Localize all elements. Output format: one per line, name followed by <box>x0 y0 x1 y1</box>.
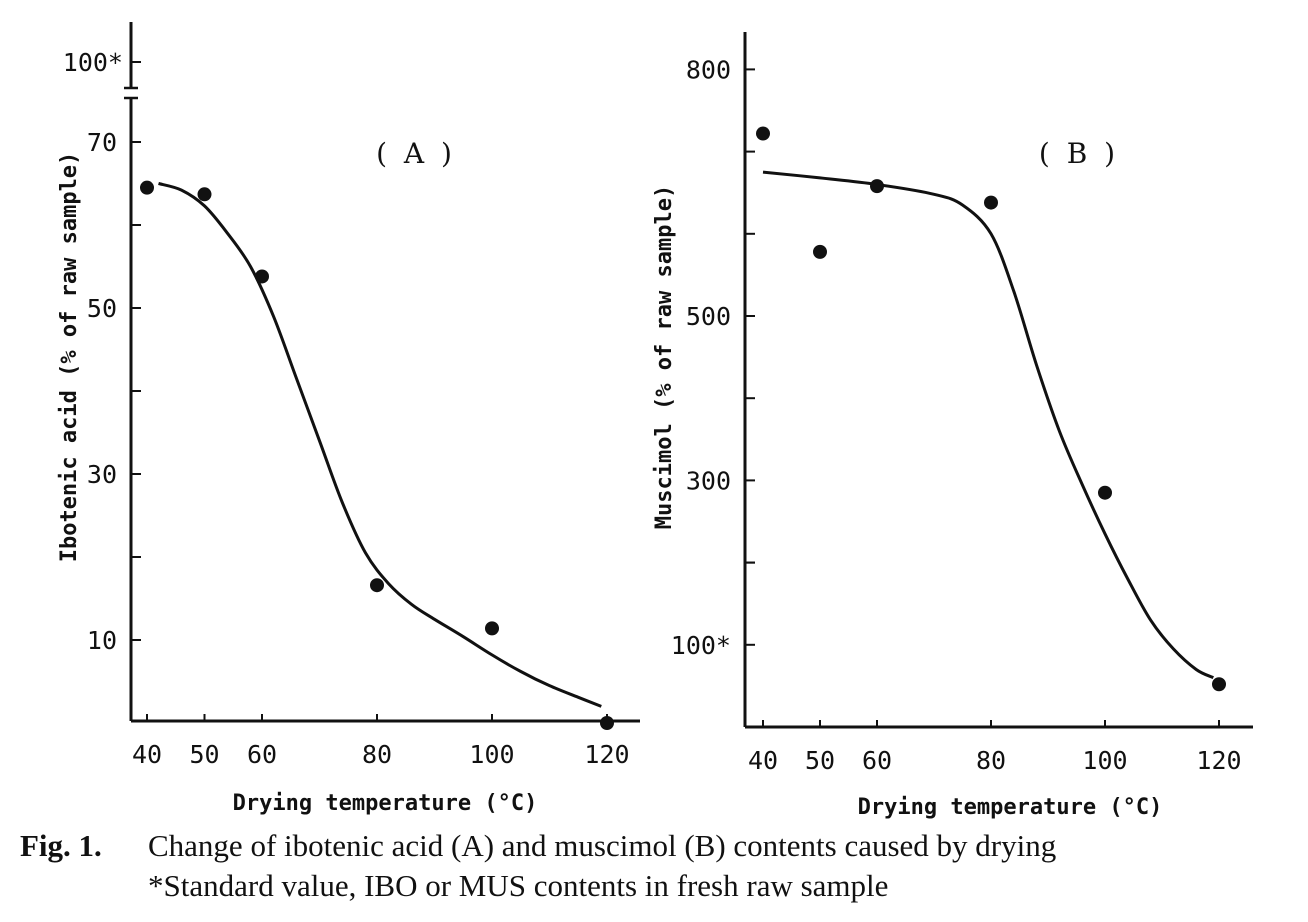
chart-panel-b: 40 50 60 80 100 120 100* 300 500 800 ( B ) Dryin… <box>652 32 1253 820</box>
caption-figure-label: Fig. 1. <box>20 828 102 863</box>
panel-b-y-tick-label: 800 <box>686 55 731 84</box>
panel-a-x-tick-label: 100 <box>469 740 514 769</box>
panel-b-y-tick-label: 500 <box>686 302 731 331</box>
panel-a-label: ( A ) <box>376 137 456 170</box>
panel-b-y-ticks: 100* 300 500 800 <box>671 55 755 660</box>
panel-b-x-tick-label: 50 <box>805 746 835 775</box>
panel-b-data-point <box>756 126 770 141</box>
panel-a-y-tick-label: 70 <box>87 128 117 157</box>
figure-caption: Fig. 1. Change of ibotenic acid (A) and m… <box>20 826 1300 906</box>
panel-b-y-tick-label: 300 <box>686 466 731 495</box>
panel-b-data-point <box>813 244 827 259</box>
panel-a-data-point <box>255 269 269 284</box>
panel-a-y-ticks: 10 30 50 70 100* <box>63 48 141 655</box>
panel-a-y-extra-tick-label: 100* <box>63 48 123 77</box>
panel-b-data-point <box>1212 677 1226 692</box>
panel-a-data-point <box>140 180 154 195</box>
panel-b-data-point <box>984 195 998 210</box>
panel-a-data-point <box>600 716 614 730</box>
panel-a-x-tick-label: 120 <box>584 740 629 769</box>
panel-b-x-tick-label: 40 <box>748 746 778 775</box>
panel-a-x-axis-title: Drying temperature (°C) <box>233 791 538 816</box>
panel-b-x-tick-label: 120 <box>1196 746 1241 775</box>
panel-a-fitted-curve <box>158 182 602 708</box>
panel-a-y-tick-label: 10 <box>87 626 117 655</box>
panel-a-x-ticks: 40 50 60 80 100 120 <box>132 714 630 769</box>
panel-b-data-point <box>1098 485 1112 500</box>
panel-a-y-axis-title: Ibotenic acid (% of raw sample) <box>57 152 82 563</box>
panel-b-x-tick-label: 100 <box>1082 746 1127 775</box>
panel-b-x-axis-title: Drying temperature (°C) <box>858 795 1163 820</box>
panel-b-y-axis-title: Muscimol (% of raw sample) <box>652 185 677 529</box>
panel-a-x-tick-label: 40 <box>132 740 162 769</box>
panel-a-data-point <box>485 621 499 636</box>
panel-b-label: ( B ) <box>1039 137 1119 170</box>
panel-a-x-tick-label: 80 <box>362 740 392 769</box>
panel-a-data-points <box>140 180 614 730</box>
panel-b-x-tick-label: 80 <box>976 746 1006 775</box>
panel-a-y-tick-label: 30 <box>87 460 117 489</box>
panel-b-data-point <box>870 179 884 194</box>
panel-a-axes <box>124 22 640 723</box>
panel-b-axes <box>743 32 1253 729</box>
panel-b-data-points <box>756 126 1226 692</box>
chart-panel-a: 40 50 60 80 100 120 10 30 50 70 100* ( A ) Drying… <box>57 22 640 816</box>
caption-note: *Standard value, IBO or MUS contents in … <box>148 868 889 903</box>
panel-a-data-point <box>370 578 384 593</box>
panel-b-y-tick-label: 100* <box>671 631 731 660</box>
panel-a-y-tick-label: 50 <box>87 294 117 323</box>
panel-b-fitted-curve <box>762 170 1214 680</box>
panel-b-x-tick-label: 60 <box>862 746 892 775</box>
panel-a-x-tick-label: 60 <box>247 740 277 769</box>
panel-a-data-point <box>197 187 212 202</box>
panel-a-x-tick-label: 50 <box>189 740 219 769</box>
panel-b-x-ticks: 40 50 60 80 100 120 <box>748 720 1242 775</box>
caption-text: Change of ibotenic acid (A) and muscimol… <box>148 828 1057 863</box>
